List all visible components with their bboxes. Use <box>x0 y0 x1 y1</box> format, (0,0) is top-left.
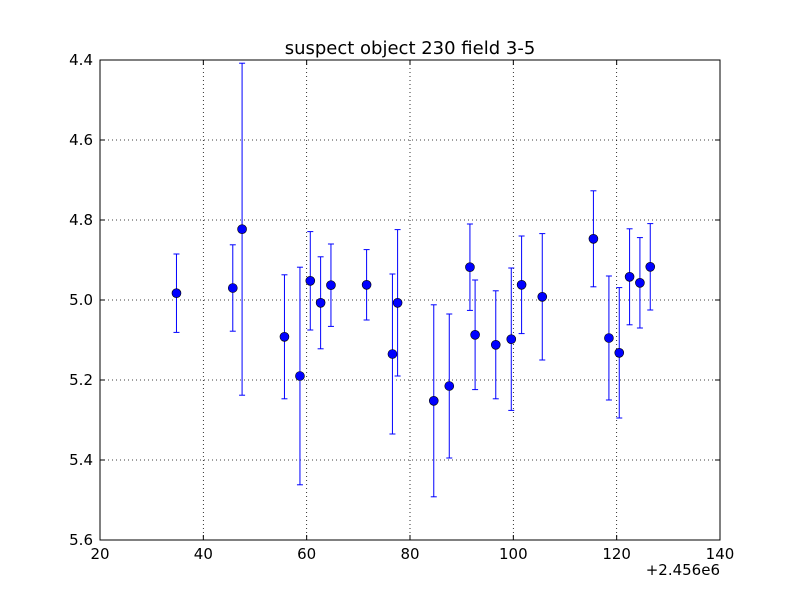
axis-ticks: 20 40 60 80 100 120 140 4.4 4.6 4.8 5.0 5.2 5.4 5.6 <box>69 51 734 563</box>
data-point <box>361 279 372 290</box>
data-point <box>645 261 656 272</box>
grid <box>100 60 720 540</box>
data-point <box>279 331 290 342</box>
data-point <box>604 333 614 343</box>
x-tick-label: 40 <box>194 545 213 563</box>
chart-title: suspect object 230 field 3-5 <box>285 38 536 59</box>
data-point <box>516 279 527 290</box>
x-tick-label: 140 <box>706 545 735 563</box>
data-point <box>470 329 480 340</box>
data-point <box>305 275 316 286</box>
error-bars <box>173 62 654 498</box>
data-point <box>171 288 182 299</box>
x-tick-label: 80 <box>400 545 419 563</box>
y-tick-label: 4.8 <box>69 211 93 229</box>
data-point <box>295 371 305 381</box>
x-tick-label: 60 <box>297 545 316 563</box>
x-offset-label: +2.456e6 <box>646 561 720 579</box>
data-point <box>588 234 599 244</box>
data-point <box>387 349 398 359</box>
data-point <box>315 297 326 308</box>
x-tick-label: 100 <box>499 545 528 563</box>
data-point <box>490 339 501 350</box>
data-point <box>537 291 548 302</box>
y-tick-label: 5.0 <box>69 291 93 309</box>
data-point <box>614 347 625 358</box>
x-tick-label: 20 <box>90 545 109 563</box>
y-tick-label: 4.4 <box>69 51 93 69</box>
y-tick-label: 5.2 <box>69 371 93 389</box>
data-point <box>428 395 439 406</box>
x-tick-label: 120 <box>602 545 631 563</box>
data-point <box>506 334 517 345</box>
data-point <box>635 277 645 288</box>
data-point <box>624 271 635 282</box>
data-point <box>227 283 238 293</box>
data-point <box>392 297 403 308</box>
data-point <box>465 262 475 273</box>
data-point <box>237 224 247 234</box>
data-point <box>444 381 455 391</box>
y-tick-label: 5.6 <box>69 531 93 549</box>
y-tick-label: 5.4 <box>69 451 93 469</box>
data-point <box>326 280 336 291</box>
y-tick-label: 4.6 <box>69 131 93 149</box>
data-points <box>171 224 656 406</box>
